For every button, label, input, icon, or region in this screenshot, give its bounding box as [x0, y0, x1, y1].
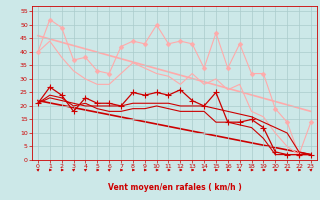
X-axis label: Vent moyen/en rafales ( km/h ): Vent moyen/en rafales ( km/h ) — [108, 183, 241, 192]
